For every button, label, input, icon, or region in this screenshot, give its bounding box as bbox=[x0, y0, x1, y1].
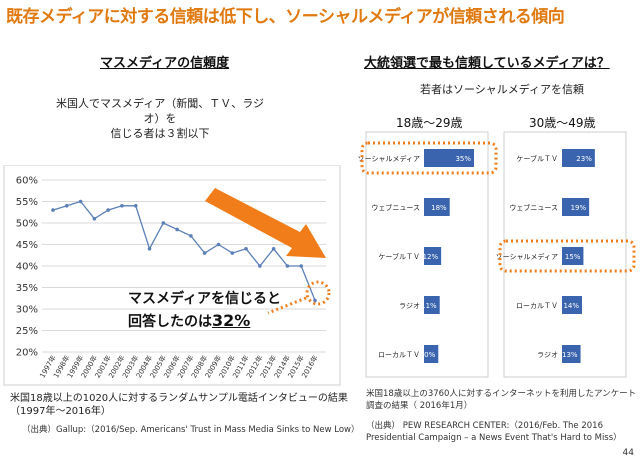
data-point bbox=[202, 251, 207, 255]
bar-category-label: ウェブニュース bbox=[371, 203, 420, 212]
last-point-highlight bbox=[305, 280, 331, 306]
left-source: （出典）Gallup:（2016/Sep. Americans' Trust i… bbox=[22, 425, 360, 435]
right-source-line1: （出典） PEW RESEARCH CENTER:（2016/Feb. The … bbox=[366, 421, 604, 431]
callout-line1: マスメディアを信じると bbox=[128, 291, 282, 307]
data-point bbox=[106, 208, 110, 212]
bar-value-label: 12% bbox=[423, 253, 439, 261]
right-heading: 大統領選で最も信頼しているメディアは？ bbox=[364, 56, 610, 71]
data-point bbox=[64, 204, 69, 208]
left-note-line1: 米国18歳以上の1020人に対するランダムサンプル電話インタビューの結果 bbox=[10, 393, 348, 404]
series-line bbox=[52, 200, 316, 301]
data-point bbox=[120, 204, 124, 208]
right-note: 米国18歳以上の3760人に対するインターネットを利用したアンケート 調査の結果… bbox=[366, 388, 636, 412]
data-point bbox=[92, 216, 97, 221]
callout-box: マスメディアを信じると 回答したのは32% bbox=[128, 288, 281, 333]
left-note-line2: （1997年～2016年） bbox=[10, 406, 111, 417]
bar-category-label: ソーシャルメディア bbox=[358, 154, 420, 163]
bar-category-label: ラジオ bbox=[537, 351, 558, 359]
bar-category-label: ケーブルＴＶ bbox=[378, 252, 420, 261]
bar-category-label: ウェブニュース bbox=[509, 203, 558, 212]
data-point bbox=[313, 298, 317, 303]
bar-value-label: 11% bbox=[421, 302, 437, 310]
bar-category-label: ケーブルＴＶ bbox=[516, 154, 558, 163]
bar-value-label: 15% bbox=[565, 253, 581, 261]
right-subtitle: 若者はソーシャルメディアを信頼 bbox=[420, 83, 585, 96]
y-tick-label: 25% bbox=[16, 326, 38, 337]
y-tick-label: 50% bbox=[16, 219, 38, 230]
line-chart-series bbox=[51, 199, 317, 303]
bar bbox=[562, 296, 582, 314]
data-point bbox=[299, 264, 304, 268]
right-note-line1: 米国18歳以上の3760人に対するインターネットを利用したアンケート bbox=[366, 389, 637, 399]
data-point bbox=[78, 199, 83, 204]
trust-line-chart: 20%25%30%35%40%45%50%55%60% 1997年1998年19… bbox=[3, 165, 341, 386]
y-tick-label: 55% bbox=[16, 197, 38, 208]
data-point bbox=[147, 247, 152, 251]
data-point bbox=[161, 221, 166, 225]
y-tick-label: 45% bbox=[16, 240, 38, 251]
data-point bbox=[230, 251, 235, 255]
bar bbox=[562, 345, 581, 363]
callout-line2-prefix: 回答したのは bbox=[128, 314, 212, 330]
data-point bbox=[189, 234, 193, 238]
data-point bbox=[51, 208, 55, 212]
bar-category-label: ソーシャルメディア bbox=[496, 252, 558, 261]
bar-value-label: 10% bbox=[420, 351, 436, 359]
y-tick-label: 30% bbox=[16, 305, 38, 316]
decline-arrow bbox=[205, 188, 326, 258]
left-subtitle: 米国人でマスメディア（新聞、ＴＶ、ラジオ）を 信じる者は３割以下 bbox=[50, 96, 270, 141]
line-chart-y-ticks: 20% 25% 30% 35% 40% 45% 50% 55% 60% bbox=[16, 176, 38, 359]
page-title: 既存メディアに対する信頼は低下し、ソーシャルメディアが信頼される傾向 bbox=[6, 7, 565, 27]
bar bbox=[562, 247, 584, 265]
left-subtitle-line2: 信じる者は３割以下 bbox=[110, 127, 210, 140]
bar-chart-middle: ケーブルＴＶ 23% ウェブニュース 19% ソーシャルメディア 15% ローカルＴＶ 14%… bbox=[496, 149, 595, 363]
col1-label: 18歳～29歳 bbox=[396, 116, 463, 130]
y-tick-label: 20% bbox=[16, 348, 38, 359]
bar bbox=[424, 345, 439, 363]
data-point bbox=[244, 247, 248, 251]
data-point bbox=[216, 242, 221, 247]
data-point bbox=[133, 204, 138, 208]
data-point bbox=[285, 264, 290, 268]
bar-value-label: 13% bbox=[562, 351, 578, 359]
bar bbox=[562, 198, 590, 216]
y-tick-label: 60% bbox=[16, 176, 38, 187]
bar-category-label: ローカルＴＶ bbox=[516, 302, 558, 310]
bar-category-label: ローカルＴＶ bbox=[378, 351, 420, 359]
bar-category-label: ラジオ bbox=[399, 302, 420, 310]
col2-label: 30歳～49歳 bbox=[529, 116, 596, 130]
left-note: 米国18歳以上の1020人に対するランダムサンプル電話インタビューの結果 （19… bbox=[10, 392, 348, 418]
callout-line2: 回答したのは32% bbox=[128, 310, 281, 333]
bar bbox=[424, 247, 442, 265]
bar-value-label: 19% bbox=[571, 204, 587, 212]
media-trust-bar-charts: ソーシャルメディア 35%ウェブニュース 18%ケーブルＴＶ 12%ラジオ 11%ローカ… bbox=[358, 131, 636, 378]
bar bbox=[424, 149, 474, 167]
highlight-middle bbox=[498, 239, 636, 273]
left-heading: マスメディアの信頼度 bbox=[100, 56, 230, 71]
left-subtitle-line1: 米国人でマスメディア（新聞、ＴＶ、ラジオ）を bbox=[55, 97, 264, 125]
y-tick-label: 35% bbox=[16, 283, 38, 294]
right-note-line2: 調査の結果（ 2016年1月） bbox=[366, 401, 473, 411]
data-point bbox=[258, 264, 262, 268]
bar bbox=[424, 198, 450, 216]
bar-value-label: 23% bbox=[576, 155, 592, 163]
page-number: 44 bbox=[622, 448, 634, 458]
right-source-line2: Presidential Campaign – a News Event Tha… bbox=[366, 433, 622, 443]
y-tick-label: 40% bbox=[16, 262, 38, 273]
callout-connector bbox=[267, 296, 307, 315]
bar-value-label: 35% bbox=[455, 155, 471, 163]
line-chart-grid bbox=[42, 179, 326, 353]
data-point bbox=[175, 227, 179, 232]
bar-value-label: 18% bbox=[431, 204, 447, 212]
right-source: （出典） PEW RESEARCH CENTER:（2016/Feb. The … bbox=[366, 420, 622, 444]
bar-value-label: 14% bbox=[563, 302, 579, 310]
bar-chart-young: ソーシャルメディア 35% ウェブニュース 18% ケーブルＴＶ 12% ラジオ 11% ローカ… bbox=[358, 149, 474, 363]
bar bbox=[424, 296, 440, 314]
highlight-young bbox=[360, 141, 498, 175]
callout-value: 32% bbox=[212, 311, 251, 330]
bar bbox=[562, 149, 595, 167]
data-point bbox=[271, 247, 276, 251]
